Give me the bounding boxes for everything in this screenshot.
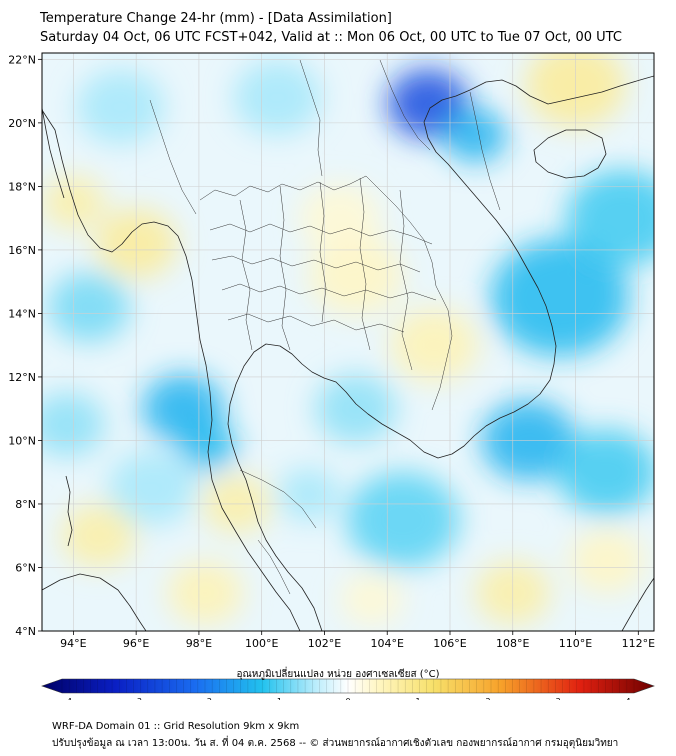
border-line [199, 175, 367, 201]
lon-tick-label: 100°E [245, 637, 278, 650]
lat-tick-label: 14°N [8, 307, 36, 320]
colorbar-tick-label: 4 [625, 697, 630, 700]
lon-tick-label: 98°E [186, 637, 212, 650]
anomaly-cell [167, 560, 243, 625]
lon-tick-label: 94°E [60, 637, 86, 650]
lon-tick-label: 102°E [308, 637, 341, 650]
border-line [227, 313, 405, 333]
colorbar-tick-label: -1 [274, 697, 282, 700]
colorbar-tick-label: 0 [345, 697, 350, 700]
colorbar: -4 -3 -2 -1 0 1 2 3 4 [41, 678, 655, 700]
lat-tick-label: 12°N [8, 371, 36, 384]
lon-tick-label: 96°E [123, 637, 149, 650]
anomaly-cell [569, 529, 645, 594]
anomaly-cell [315, 374, 397, 444]
border-line [319, 181, 327, 323]
map-subtitle: Saturday 04 Oct, 06 UTC FCST+042, Valid … [40, 30, 622, 45]
footer-credits: ปรับปรุงข้อมูล ณ เวลา 13:00น. วัน ส. ที่… [52, 738, 619, 749]
colorbar-tick-label: 1 [415, 697, 420, 700]
border-line [279, 185, 291, 351]
coastline-west [42, 109, 301, 631]
border-line [379, 59, 431, 151]
anomaly-field [42, 53, 654, 631]
anomaly-cell [233, 60, 322, 135]
anomaly-cell [443, 108, 507, 163]
lon-tick-label: 108°E [496, 637, 529, 650]
border-line [299, 59, 323, 177]
lat-tick-label: 4°N [15, 625, 36, 638]
map-frame [41, 52, 655, 632]
border-line [365, 175, 437, 287]
colorbar-tick-label: 3 [555, 697, 560, 700]
border-line [469, 91, 501, 211]
anomaly-cell [340, 572, 403, 626]
colorbar-tick-label: 2 [485, 697, 490, 700]
lat-tick-label: 22°N [8, 53, 36, 66]
colorbar-title: อุณหภูมิเปลี่ยนแปลง หน่วย องศาเซลเซียส (… [236, 669, 440, 680]
border-line [211, 255, 421, 273]
lat-tick-label: 18°N [8, 180, 36, 193]
anomaly-cell [76, 69, 165, 145]
colorbar-tick-label: -2 [204, 697, 212, 700]
border-line [239, 469, 317, 529]
colorbar-tick-label: -4 [64, 697, 72, 700]
lon-tick-label: 104°E [371, 637, 404, 650]
border-line [149, 99, 197, 215]
border-line [221, 283, 437, 301]
lon-tick-label: 106°E [433, 637, 466, 650]
anomaly-cell [346, 471, 460, 568]
border-line [399, 189, 413, 371]
anomaly-cell [107, 450, 196, 526]
coastline-borneo [621, 577, 654, 631]
coastline-bay-of-bengal [42, 107, 65, 199]
anomaly-cell [490, 238, 629, 357]
coastline-sumatra [42, 573, 147, 631]
anomaly-cell [566, 170, 654, 267]
border-line [257, 539, 291, 595]
border-line [359, 177, 371, 351]
anomaly-cell [299, 183, 381, 253]
lon-tick-label: 112°E [622, 637, 655, 650]
footer-model-info: WRF-DA Domain 01 :: Grid Resolution 9km … [52, 721, 300, 732]
anomaly-cell [42, 392, 105, 457]
temperature-change-map: 94°E 96°E 98°E 100°E 102°E 104°E 106°E 108°E 110… [8, 52, 655, 700]
lat-tick-label: 6°N [15, 561, 36, 574]
coastline-andaman [65, 475, 73, 547]
axis-ticks: 94°E 96°E 98°E 100°E 102°E 104°E 106°E 108°E 110… [8, 53, 655, 650]
map-title: Temperature Change 24-hr (mm) - [Data As… [40, 11, 392, 26]
lon-tick-label: 110°E [559, 637, 592, 650]
anomaly-cell [390, 307, 479, 383]
lat-tick-label: 8°N [15, 498, 36, 511]
anomaly-cell [308, 235, 403, 316]
border-line [239, 199, 253, 351]
admin-borders [149, 59, 501, 595]
coastline-gulf [227, 89, 557, 631]
lat-tick-label: 16°N [8, 244, 36, 257]
graticule [42, 53, 654, 631]
coastlines [42, 75, 654, 631]
anomaly-cell [556, 429, 654, 515]
anomaly-cell [48, 272, 130, 342]
border-line [431, 285, 453, 411]
coastline-china [469, 75, 654, 105]
colorbar-tick-label: -3 [134, 697, 142, 700]
lat-tick-label: 20°N [8, 117, 36, 130]
anomaly-cell [60, 503, 137, 568]
anomaly-cell [387, 69, 469, 139]
colorbar-ramp [41, 678, 655, 694]
coastline-hainan [533, 129, 607, 179]
lat-tick-label: 10°N [8, 434, 36, 447]
border-line [209, 223, 433, 245]
